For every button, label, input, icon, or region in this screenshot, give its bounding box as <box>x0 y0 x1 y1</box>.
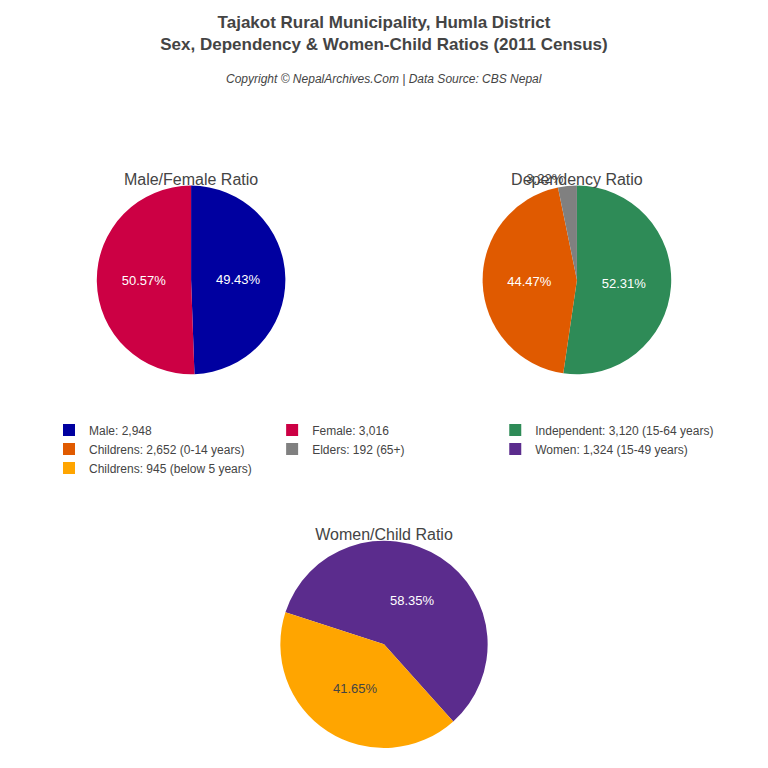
svg-text:44.47%: 44.47% <box>507 274 552 289</box>
svg-text:Women: 1,324 (15-49 years): Women: 1,324 (15-49 years) <box>535 443 688 457</box>
svg-text:Male/Female Ratio: Male/Female Ratio <box>124 171 258 188</box>
svg-text:Elders: 192 (65+): Elders: 192 (65+) <box>312 443 404 457</box>
svg-text:3.22%: 3.22% <box>526 171 563 186</box>
svg-text:Dependency Ratio: Dependency Ratio <box>511 171 643 188</box>
svg-text:49.43%: 49.43% <box>216 272 261 287</box>
svg-text:41.65%: 41.65% <box>333 681 378 696</box>
svg-text:50.57%: 50.57% <box>122 273 167 288</box>
svg-text:52.31%: 52.31% <box>602 276 647 291</box>
svg-text:Male: 2,948: Male: 2,948 <box>89 424 152 438</box>
svg-text:Childrens: 945 (below 5 years): Childrens: 945 (below 5 years) <box>89 462 252 476</box>
svg-text:Tajakot Rural Municipality, Hu: Tajakot Rural Municipality, Humla Distri… <box>160 13 607 54</box>
svg-text:Childrens: 2,652 (0-14 years): Childrens: 2,652 (0-14 years) <box>89 443 244 457</box>
svg-text:Women/Child Ratio: Women/Child Ratio <box>315 526 453 543</box>
svg-text:Independent: 3,120 (15-64 year: Independent: 3,120 (15-64 years) <box>535 424 713 438</box>
svg-text:58.35%: 58.35% <box>390 593 435 608</box>
svg-text:Copyright © NepalArchives.Com: Copyright © NepalArchives.Com | Data Sou… <box>226 72 542 86</box>
svg-text:Female: 3,016: Female: 3,016 <box>312 424 389 438</box>
